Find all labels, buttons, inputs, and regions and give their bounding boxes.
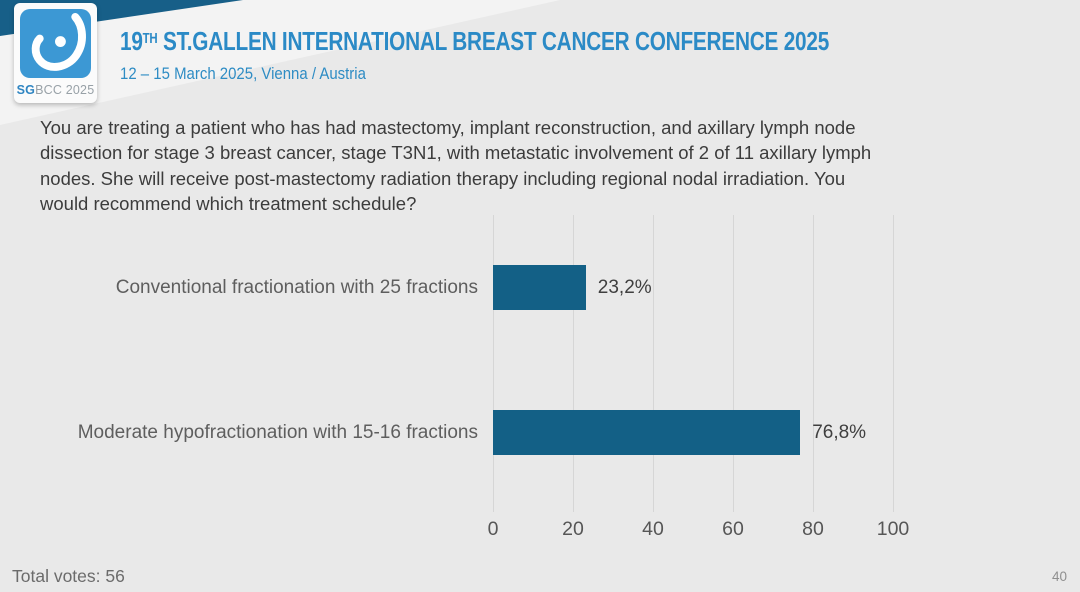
header: 19TH ST.GALLEN INTERNATIONAL BREAST CANC…	[120, 26, 1006, 84]
sgbcc-logo-square	[20, 9, 91, 78]
poll-question: You are treating a patient who has had m…	[40, 115, 1000, 216]
page-number: 40	[1051, 569, 1067, 584]
value-label: 23,2%	[597, 276, 652, 298]
category-label: Conventional fractionation with 25 fract…	[115, 277, 478, 298]
logo-brand-sg: SG	[16, 83, 36, 97]
x-tick: 60	[722, 518, 744, 540]
question-line-2: dissection for stage 3 breast cancer, st…	[40, 142, 872, 164]
gridline	[733, 215, 734, 512]
conference-title: 19TH ST.GALLEN INTERNATIONAL BREAST CANC…	[120, 26, 829, 57]
gridline	[893, 215, 894, 512]
gridline	[653, 215, 654, 512]
logo-brand-rest: BCC 2025	[35, 83, 95, 97]
question-line-4: would recommend which treatment schedule…	[40, 192, 417, 214]
x-tick: 100	[876, 518, 910, 540]
x-tick: 20	[562, 518, 584, 540]
x-tick: 80	[802, 518, 824, 540]
question-line-3: nodes. She will receive post-mastectomy …	[40, 167, 846, 189]
title-text: ST.GALLEN INTERNATIONAL BREAST CANCER CO…	[157, 26, 830, 56]
conference-subtitle: 12 – 15 March 2025, Vienna / Austria	[120, 64, 366, 83]
bar-row: 76,8%	[493, 360, 893, 505]
sgbcc-logo-brand: SGBCC 2025	[14, 83, 97, 97]
light-wedge	[0, 0, 560, 125]
bar	[493, 265, 586, 310]
value-label: 76,8%	[812, 421, 867, 443]
x-tick: 40	[642, 518, 664, 540]
title-number: 19	[120, 26, 143, 56]
title-ordinal: TH	[142, 30, 158, 47]
plot-area: 23,2% 76,8% 0 20 40 60 80 100	[488, 215, 909, 540]
gridline	[813, 215, 814, 512]
gridline	[493, 215, 494, 512]
gridline	[573, 215, 574, 512]
bar	[493, 410, 801, 455]
category-label: Moderate hypofractionation with 15-16 fr…	[77, 422, 478, 443]
sgbcc-logo: SGBCC 2025	[14, 3, 97, 103]
x-tick: 0	[487, 518, 499, 540]
sgbcc-breast-icon	[31, 12, 86, 71]
bar-row: 23,2%	[493, 215, 893, 360]
total-votes: Total votes: 56	[12, 566, 125, 586]
question-line-1: You are treating a patient who has had m…	[40, 117, 856, 138]
